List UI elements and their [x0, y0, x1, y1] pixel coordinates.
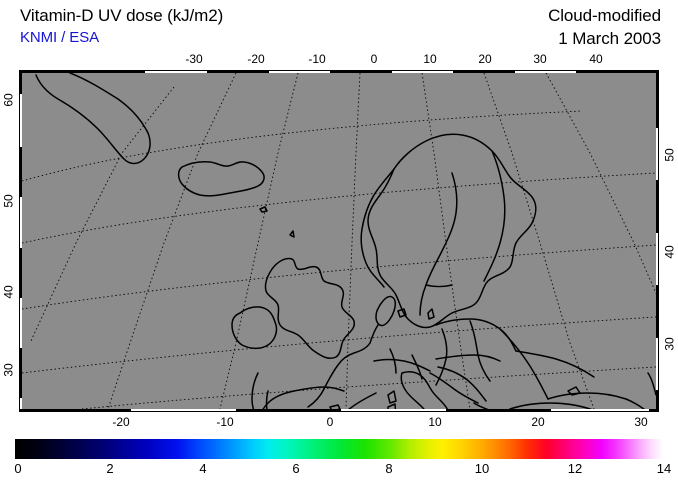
colorbar-tick: 2 [106, 461, 114, 476]
colorbar-tick: 10 [474, 461, 490, 476]
top-tick: 0 [370, 52, 378, 66]
bottom-tick: -20 [112, 415, 130, 429]
colorbar-tick: 14 [656, 461, 672, 476]
colorbar-gradient [15, 439, 663, 459]
top-axis-band [19, 70, 659, 73]
left-tick: 60 [1, 93, 16, 107]
bottom-tick: 10 [428, 415, 442, 429]
right-tick: 30 [662, 337, 677, 351]
colorbar-labels: 0 2 4 6 8 10 12 14 [14, 461, 671, 479]
left-axis-band [19, 70, 22, 412]
colorbar-tick: 12 [567, 461, 583, 476]
right-tick: 40 [662, 245, 677, 259]
coastlines [35, 73, 656, 409]
right-tick: 50 [662, 148, 677, 162]
top-tick: -20 [247, 52, 265, 66]
graticule [22, 73, 656, 409]
page-title: Vitamin-D UV dose (kJ/m2) [20, 6, 224, 25]
top-tick: -10 [308, 52, 326, 66]
colorbar [15, 439, 663, 459]
bottom-axis-band [19, 409, 659, 412]
bottom-tick: 30 [634, 415, 648, 429]
left-tick: 40 [1, 285, 16, 299]
top-tick: 40 [589, 52, 603, 66]
colorbar-tick: 0 [14, 461, 22, 476]
bottom-tick: 20 [531, 415, 545, 429]
institution-label: KNMI / ESA [20, 29, 100, 46]
header: Vitamin-D UV dose (kJ/m2) KNMI / ESA Clo… [0, 0, 678, 56]
left-tick: 50 [1, 194, 16, 208]
top-tick: 30 [533, 52, 547, 66]
right-axis-band [656, 70, 659, 412]
map-plot-area [19, 70, 659, 412]
date-label: 1 March 2003 [558, 29, 661, 48]
map-canvas [22, 73, 656, 409]
bottom-tick: -10 [216, 415, 234, 429]
left-tick: 30 [1, 363, 16, 377]
colorbar-tick: 4 [199, 461, 207, 476]
top-tick: -30 [185, 52, 203, 66]
top-tick: 20 [478, 52, 492, 66]
colorbar-tick: 8 [385, 461, 393, 476]
bottom-tick: 0 [326, 415, 334, 429]
product-type-label: Cloud-modified [548, 6, 661, 25]
top-tick: 10 [423, 52, 437, 66]
colorbar-tick: 6 [292, 461, 300, 476]
